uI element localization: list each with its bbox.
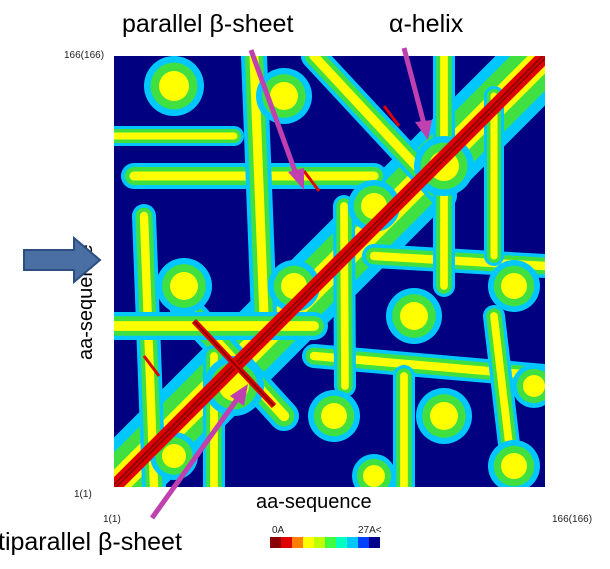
x-min-tick: 1(1) <box>103 514 121 525</box>
parallel-beta-sheet-label: parallel β-sheet <box>122 10 294 38</box>
legend-swatch <box>325 537 336 548</box>
legend-max-label: 27A< <box>358 525 382 536</box>
color-scale-legend <box>270 537 380 548</box>
legend-swatch <box>270 537 281 548</box>
x-axis-label: aa-sequence <box>256 491 372 513</box>
contact-map <box>114 56 545 487</box>
x-max-tick: 166(166) <box>552 514 593 525</box>
legend-swatch <box>292 537 303 548</box>
legend-swatch <box>303 537 314 548</box>
legend-swatch <box>369 537 380 548</box>
legend-swatch <box>336 537 347 548</box>
alpha-helix-label: α-helix <box>389 10 464 38</box>
legend-swatch <box>347 537 358 548</box>
legend-swatch <box>358 537 369 548</box>
legend-min-label: 0A <box>272 525 285 536</box>
legend-swatch <box>314 537 325 548</box>
y-max-tick: 166(166) <box>64 50 105 61</box>
y-min-tick: 1(1) <box>74 489 92 500</box>
legend-swatch <box>281 537 292 548</box>
y-axis-label: aa-sequence <box>75 244 97 360</box>
antiparallel-beta-sheet-label: tiparallel β-sheet <box>0 528 182 556</box>
